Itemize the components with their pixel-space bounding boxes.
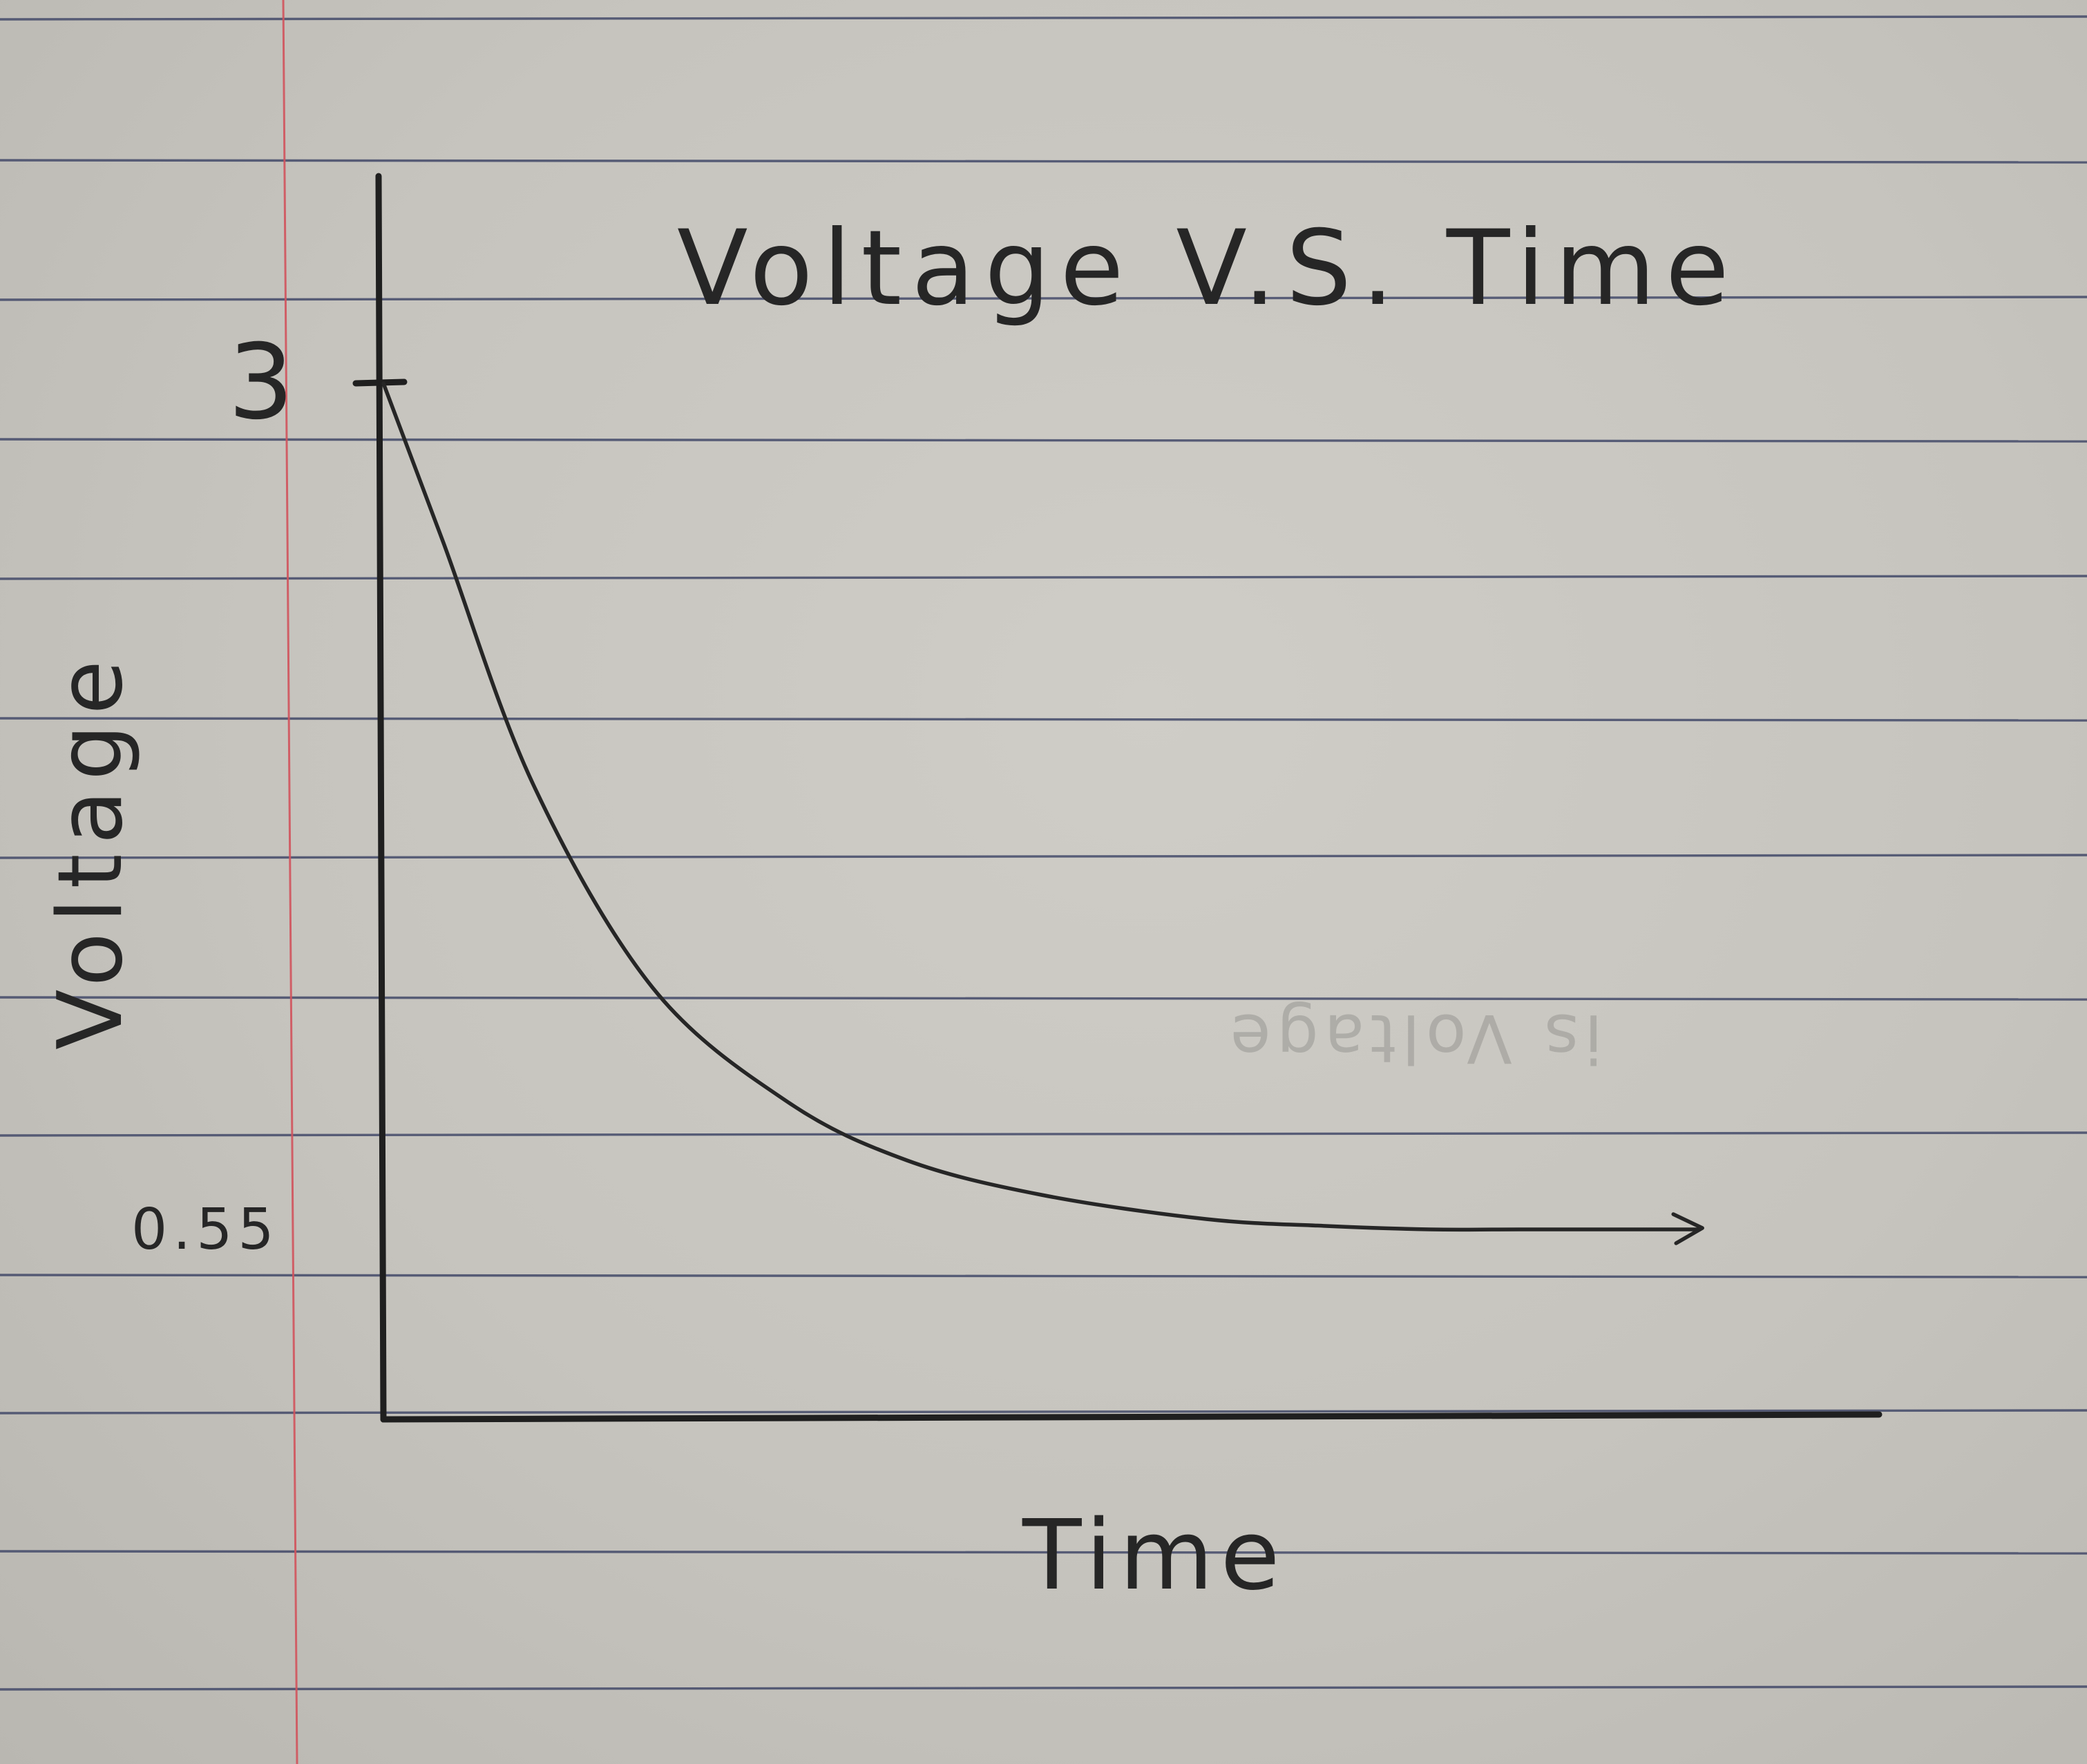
y-axis-ticks: 30.55 <box>131 323 408 1263</box>
rule-line <box>0 159 2087 164</box>
rule-line <box>0 1274 2087 1278</box>
voltage-decay-curve <box>381 381 1702 1232</box>
y-axis-label: Voltage <box>39 651 142 1050</box>
bleed-through-text: is Voltage <box>1225 999 1603 1077</box>
rule-line <box>0 438 2087 443</box>
x-axis-label: Time <box>1022 1499 1287 1612</box>
x-axis <box>380 1411 1883 1423</box>
curve-end-arrow <box>1671 1212 1704 1245</box>
rule-line <box>0 1409 2087 1415</box>
rule-line <box>0 575 2087 580</box>
chart-title: Voltage V.S. Time <box>677 209 1739 329</box>
y-tick-label: 3 <box>228 323 294 443</box>
notebook-margin-line <box>282 0 298 1764</box>
rule-line <box>0 1550 2087 1555</box>
rule-line <box>0 1685 2087 1691</box>
rule-line <box>0 15 2087 21</box>
rule-line <box>0 717 2087 722</box>
rule-line <box>0 296 2087 301</box>
notebook-rule-lines <box>0 15 2087 1691</box>
y-axis <box>375 173 387 1423</box>
y-tick-mark <box>352 378 408 387</box>
rule-line <box>0 854 2087 859</box>
rule-line <box>0 996 2087 1001</box>
y-tick-label: 0.55 <box>131 1197 280 1263</box>
rule-line <box>0 1131 2087 1137</box>
